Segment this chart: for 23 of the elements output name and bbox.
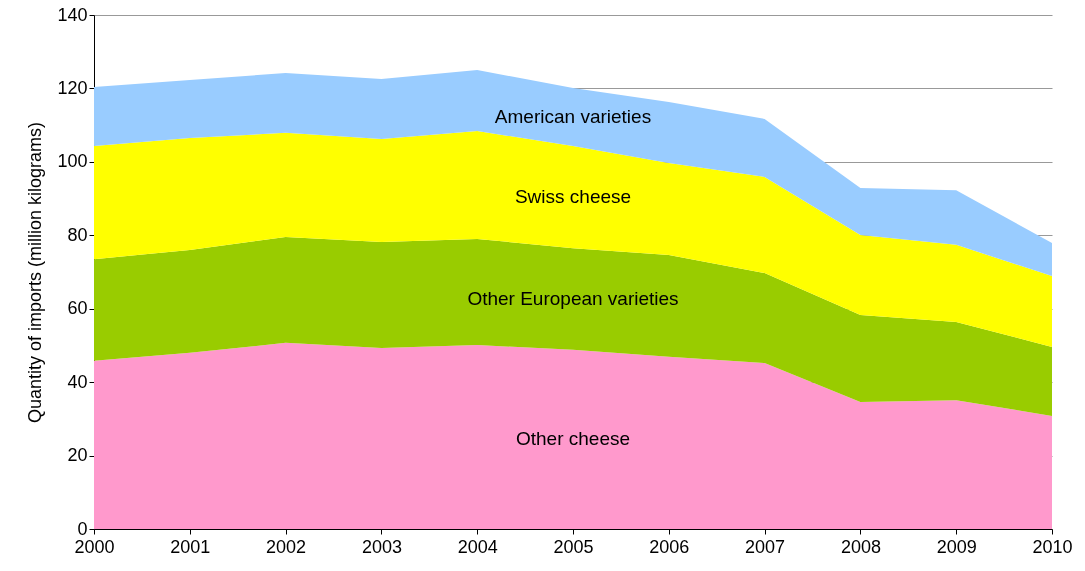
x-tick-label: 2000 xyxy=(74,536,115,557)
x-tick-label: 2006 xyxy=(649,536,690,557)
series-label: Other European varieties xyxy=(467,287,679,309)
y-tick-label: 0 xyxy=(77,518,88,539)
y-tick-label: 60 xyxy=(67,298,88,319)
y-tick-label: 100 xyxy=(57,151,88,172)
x-tick-label: 2010 xyxy=(1032,536,1073,557)
y-tick-label: 40 xyxy=(67,371,88,392)
series-label: Swiss cheese xyxy=(514,186,632,208)
x-tick-label: 2002 xyxy=(266,536,307,557)
y-axis-title: Quantity of imports (million kilograms) xyxy=(25,121,46,424)
x-tick-label: 2004 xyxy=(457,536,498,557)
x-tick-label: 2007 xyxy=(745,536,786,557)
x-tick-label: 2003 xyxy=(361,536,402,557)
y-tick-label: 120 xyxy=(57,77,88,98)
y-tick-label: 20 xyxy=(67,445,88,466)
x-tick-label: 2001 xyxy=(170,536,211,557)
x-tick-label: 2009 xyxy=(936,536,977,557)
series-label: American varieties xyxy=(494,106,652,128)
x-tick-label: 2008 xyxy=(840,536,881,557)
x-tick-label: 2005 xyxy=(553,536,594,557)
y-tick-label: 80 xyxy=(67,224,88,245)
y-tick-label: 140 xyxy=(57,4,88,25)
